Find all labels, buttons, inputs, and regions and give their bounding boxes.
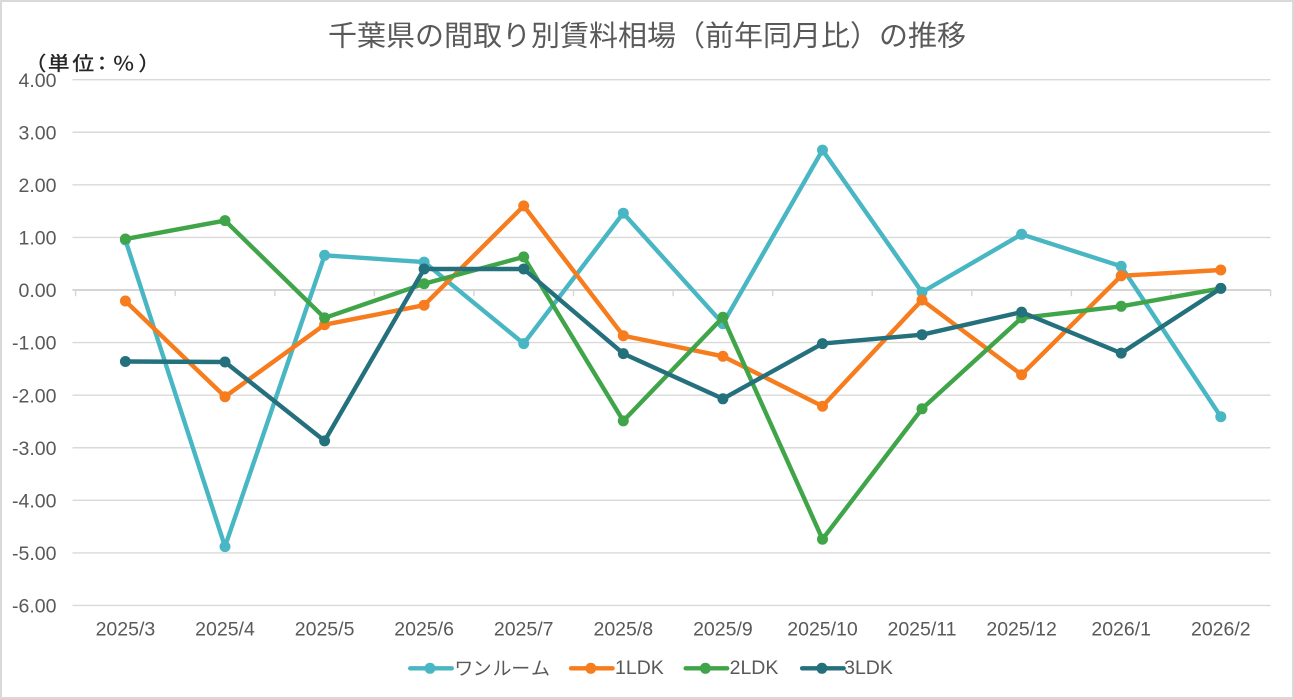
svg-text:1.00: 1.00: [19, 228, 57, 250]
svg-text:2LDK: 2LDK: [730, 657, 779, 679]
svg-text:2026/2: 2026/2: [1191, 619, 1251, 641]
svg-text:2025/4: 2025/4: [195, 619, 255, 641]
svg-text:-6.00: -6.00: [12, 596, 57, 618]
svg-text:-4.00: -4.00: [12, 490, 57, 512]
svg-text:1LDK: 1LDK: [615, 657, 664, 679]
svg-text:2025/6: 2025/6: [394, 619, 454, 641]
svg-text:2025/3: 2025/3: [96, 619, 156, 641]
svg-text:2.00: 2.00: [19, 175, 57, 197]
svg-text:2025/7: 2025/7: [494, 619, 554, 641]
svg-text:-5.00: -5.00: [12, 543, 57, 565]
svg-text:3.00: 3.00: [19, 122, 57, 144]
svg-text:2025/11: 2025/11: [887, 619, 956, 641]
svg-text:3LDK: 3LDK: [844, 657, 893, 679]
svg-text:2025/5: 2025/5: [295, 619, 355, 641]
svg-text:0.00: 0.00: [19, 280, 57, 302]
svg-text:4.00: 4.00: [19, 70, 57, 92]
svg-text:2026/1: 2026/1: [1091, 619, 1151, 641]
svg-text:2025/8: 2025/8: [593, 619, 653, 641]
svg-text:-1.00: -1.00: [12, 333, 57, 355]
svg-text:-2.00: -2.00: [12, 385, 57, 407]
svg-text:2025/12: 2025/12: [986, 619, 1057, 641]
svg-text:-3.00: -3.00: [12, 438, 57, 460]
svg-text:2025/10: 2025/10: [787, 619, 858, 641]
svg-text:2025/9: 2025/9: [693, 619, 753, 641]
